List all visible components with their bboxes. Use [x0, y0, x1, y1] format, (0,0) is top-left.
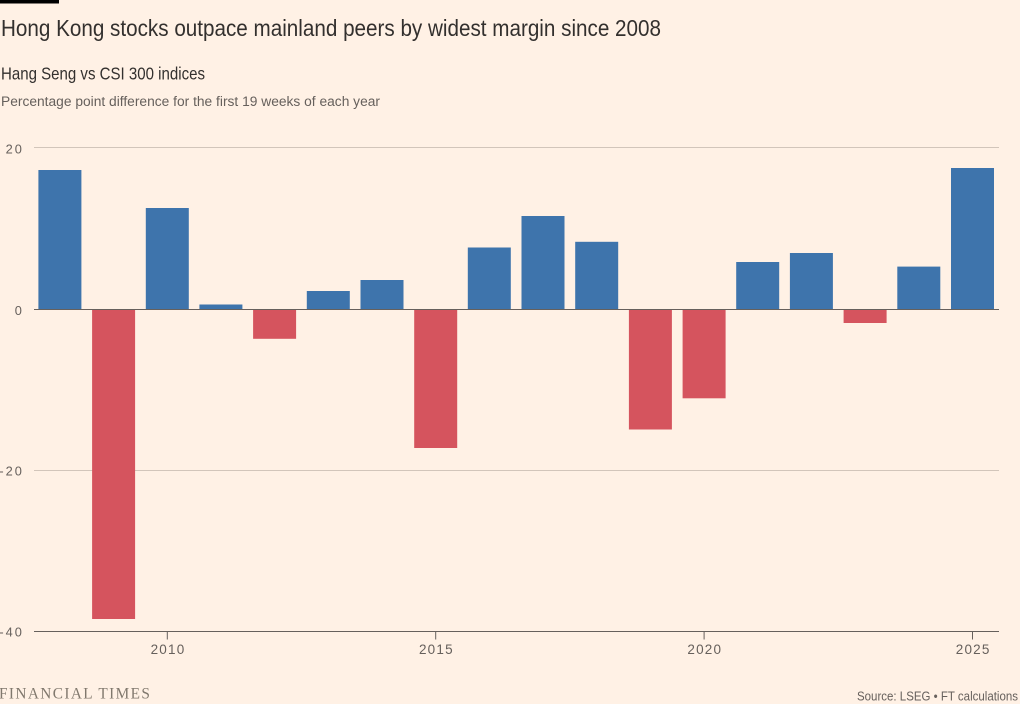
svg-text:2015: 2015	[419, 642, 454, 657]
svg-text:0: 0	[15, 303, 24, 318]
svg-text:20: 20	[6, 142, 24, 157]
svg-text:Percentage point difference fo: Percentage point difference for the firs…	[1, 94, 381, 109]
svg-text:FINANCIAL TIMES: FINANCIAL TIMES	[0, 686, 151, 703]
svg-text:Hong Kong stocks outpace mainl: Hong Kong stocks outpace mainland peers …	[1, 15, 661, 41]
svg-text:2010: 2010	[151, 642, 186, 657]
svg-text:2025: 2025	[956, 642, 991, 657]
svg-text:-40: -40	[0, 625, 24, 640]
svg-text:Hang Seng vs CSI 300 indices: Hang Seng vs CSI 300 indices	[1, 64, 205, 84]
svg-text:-20: -20	[0, 464, 24, 479]
svg-text:Source: LSEG • FT calculations: Source: LSEG • FT calculations	[857, 690, 1018, 704]
svg-text:2020: 2020	[687, 642, 722, 657]
